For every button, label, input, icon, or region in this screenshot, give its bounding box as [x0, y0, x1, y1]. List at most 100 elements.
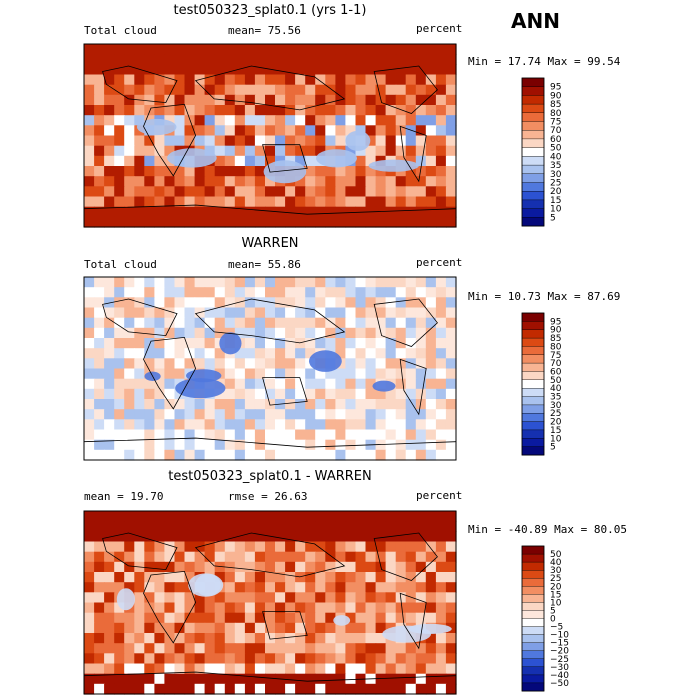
map-cell [365, 115, 377, 126]
map-cell [295, 307, 306, 319]
map-cell [365, 145, 377, 157]
map-cell [124, 287, 135, 298]
map-cell [285, 511, 296, 522]
map-cell [275, 115, 286, 126]
map-cell [385, 115, 397, 126]
map-cell [104, 145, 115, 157]
map-cell [254, 572, 266, 583]
colorbar-swatch [521, 156, 545, 166]
map-cell [435, 287, 447, 298]
colorbar-swatch [521, 586, 545, 595]
map-cell [325, 399, 336, 410]
map-cell [164, 439, 176, 451]
map-cell [244, 572, 256, 583]
map-cell [265, 105, 276, 116]
map-cell [415, 592, 427, 604]
map-cell [234, 561, 246, 573]
map-cell [204, 653, 216, 665]
map-cell [144, 297, 155, 309]
map-cell [244, 439, 256, 451]
map-cell [315, 166, 326, 177]
map-cell [134, 449, 145, 461]
map-cell [244, 633, 256, 644]
map-cell [405, 399, 417, 410]
map-cell [104, 419, 115, 431]
map-cell [94, 307, 105, 319]
coastline [102, 532, 178, 571]
map-cell [154, 378, 166, 390]
map-cell [164, 511, 176, 522]
map-cell [114, 622, 125, 634]
map-cell [244, 216, 256, 228]
map-cell [194, 449, 206, 461]
map-cell [345, 378, 357, 390]
map-cell [214, 54, 226, 65]
map-cell [305, 338, 316, 349]
map-cell [405, 338, 417, 349]
map-cell [214, 653, 226, 665]
map-cell [234, 74, 246, 86]
map-cell [375, 216, 387, 228]
map-cell [315, 74, 326, 86]
map-cell [445, 166, 457, 177]
map-blob [219, 332, 242, 355]
map-cell [445, 145, 457, 157]
map-cell [325, 176, 336, 187]
map-cell [285, 409, 296, 420]
map-cell [395, 653, 407, 665]
map-cell [285, 358, 296, 370]
map-cell [335, 541, 347, 553]
map-cell [265, 429, 276, 441]
map-cell [164, 115, 176, 126]
colorbar-tick-label: 25 [550, 574, 561, 584]
colorbar-tick-label: 80 [550, 342, 562, 352]
map-cell [355, 84, 367, 96]
map-cell [445, 399, 457, 410]
map-cell [265, 622, 276, 634]
map-cell [124, 439, 135, 451]
colorbar-swatch [521, 634, 545, 644]
map-cell [405, 176, 417, 187]
map-cell [254, 338, 266, 349]
map-cell [114, 419, 125, 431]
map-cell [385, 602, 397, 614]
map-cell [154, 64, 166, 76]
map-cell [204, 297, 216, 309]
map-cell [395, 368, 407, 380]
map-cell [204, 561, 216, 573]
colorbar-tick-label: −40 [550, 671, 569, 681]
map-cell [104, 612, 115, 624]
colorbar-tick-label: 15 [550, 196, 561, 206]
map-cell [325, 64, 336, 76]
map-cell [174, 409, 186, 420]
map-cell [154, 602, 166, 614]
map-cell [174, 561, 186, 573]
colorbar-tick-label: 20 [550, 582, 562, 592]
colorbar-swatch [521, 682, 545, 692]
panel-2-field: Total cloud [84, 258, 157, 271]
map-cell [415, 206, 427, 218]
map-cell [244, 307, 256, 319]
map-cell [285, 297, 296, 309]
map-cell [345, 348, 357, 359]
colorbar-swatch [521, 182, 545, 192]
colorbar-swatch [521, 217, 545, 227]
map-cell [194, 125, 206, 137]
map-cell [375, 643, 387, 654]
map-cell [355, 643, 367, 654]
map-cell [164, 622, 176, 634]
map-cell [184, 653, 196, 665]
map-cell [134, 338, 145, 349]
map-cell [445, 541, 457, 553]
map-cell [295, 378, 306, 390]
map-cell [224, 145, 236, 157]
map-cell [355, 166, 367, 177]
map-cell [295, 115, 306, 126]
map-cell [234, 155, 246, 167]
map-cell [285, 378, 296, 390]
map-cell [144, 145, 155, 157]
map-cell [355, 449, 367, 461]
map-cell [154, 348, 166, 359]
map-cell [425, 358, 437, 370]
map-cell [154, 186, 166, 198]
